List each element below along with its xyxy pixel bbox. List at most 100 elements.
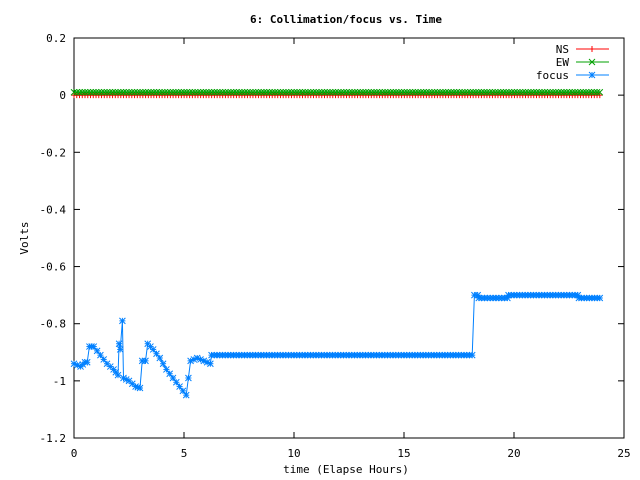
series-EW-point — [205, 88, 213, 96]
series-EW-point — [497, 88, 505, 96]
series-EW-point-stroke — [362, 88, 370, 96]
series-EW-point — [296, 88, 304, 96]
series-EW-point — [464, 88, 472, 96]
legend-marker — [588, 71, 596, 79]
x-tick-label: 20 — [507, 447, 520, 460]
series-EW-point — [106, 88, 114, 96]
series-EW-point-stroke — [412, 88, 419, 96]
series-EW-point-stroke — [502, 88, 510, 96]
series-EW-point-stroke — [268, 88, 276, 96]
series-EW-point — [456, 88, 463, 96]
series-EW-point-stroke — [252, 88, 260, 96]
series-EW-point-stroke — [230, 88, 238, 96]
series-EW-point-stroke — [285, 88, 293, 96]
series-focus-point-stroke — [73, 361, 81, 369]
series-EW-point — [120, 88, 127, 96]
series-EW-point-stroke — [260, 88, 268, 96]
series-EW-point-stroke — [378, 88, 386, 96]
series-EW-point-stroke — [434, 88, 441, 96]
series-focus-point-stroke — [116, 346, 124, 353]
legend-marker — [588, 58, 596, 66]
series-EW-point — [76, 88, 83, 96]
series-EW-point — [172, 88, 180, 96]
series-focus-point — [153, 350, 160, 358]
series-focus-point-stroke — [119, 317, 126, 325]
series-EW-point-stroke — [370, 88, 378, 96]
series-EW-point — [535, 88, 543, 96]
series-EW-point-stroke — [400, 88, 408, 96]
series-EW-point-stroke — [183, 88, 191, 96]
series-EW-point — [290, 88, 298, 96]
series-EW-point — [326, 88, 334, 96]
series-EW-point-stroke — [563, 88, 571, 96]
series-EW-point-stroke — [480, 88, 488, 96]
series-EW-point — [508, 88, 516, 96]
series-EW-point-stroke — [114, 88, 122, 96]
series-EW-point — [579, 88, 587, 96]
series-EW-point — [387, 88, 394, 96]
series-focus-point-stroke — [122, 376, 130, 383]
series-EW-point — [219, 88, 227, 96]
series-EW-point-stroke — [351, 88, 359, 96]
series-EW-point — [158, 88, 166, 96]
series-EW-point — [420, 88, 427, 96]
series-EW-point-stroke — [456, 88, 463, 96]
series-EW-point — [461, 88, 469, 96]
series-EW-point — [260, 88, 268, 96]
series-EW-point-stroke — [414, 88, 422, 96]
series-EW-point — [81, 88, 89, 96]
series-EW-point-stroke — [81, 88, 89, 96]
series-EW-point — [334, 88, 342, 96]
series-EW-point — [552, 88, 560, 96]
x-tick-label: 15 — [397, 447, 410, 460]
series-EW-point — [282, 88, 290, 96]
series-EW-point — [241, 88, 249, 96]
series-EW-point — [362, 88, 370, 96]
series-EW-point — [95, 88, 103, 96]
series-EW-point-stroke — [348, 88, 356, 96]
legend-marker — [589, 46, 595, 52]
series-EW-point-stroke — [439, 88, 447, 96]
series-EW-point-stroke — [271, 88, 279, 96]
series-EW-point — [389, 88, 397, 96]
series-focus-point-stroke — [159, 360, 167, 368]
series-EW-point — [133, 88, 141, 96]
series-EW-point-stroke — [582, 88, 590, 96]
series-EW-point — [582, 88, 590, 96]
series-EW-point-stroke — [508, 88, 516, 96]
series-EW-point-stroke — [238, 88, 246, 96]
series-EW-point — [128, 88, 136, 96]
series-EW-point — [142, 88, 149, 96]
series-EW-point — [111, 88, 119, 96]
series-EW-point-stroke — [461, 88, 469, 96]
series-EW-point — [189, 88, 196, 96]
series-EW-point — [489, 88, 496, 96]
series-EW-point — [255, 88, 262, 96]
series-EW-point-stroke — [296, 88, 304, 96]
series-EW-point — [478, 88, 485, 96]
series-EW-point — [194, 88, 202, 96]
series-EW-point-stroke — [194, 88, 202, 96]
series-EW-point — [494, 88, 502, 96]
series-focus-line — [73, 294, 600, 397]
series-EW-point — [354, 88, 361, 96]
series-EW-point — [200, 88, 207, 96]
series-focus-point-stroke — [114, 371, 122, 379]
series-EW-point-stroke — [175, 88, 182, 96]
series-EW-point-stroke — [161, 88, 169, 96]
series-focus-point — [468, 351, 476, 359]
series-EW-point-stroke — [205, 88, 213, 96]
series-focus-point-stroke — [200, 357, 208, 365]
series-EW-point — [356, 88, 364, 96]
series-EW-point — [191, 88, 199, 96]
series-EW-point-stroke — [541, 88, 549, 96]
series-EW-point-stroke — [571, 88, 579, 96]
series-EW-point-stroke — [453, 88, 461, 96]
series-EW-point — [304, 88, 312, 96]
series-EW-point — [593, 88, 601, 96]
series-EW-point — [244, 88, 251, 96]
series-EW-point-stroke — [392, 88, 400, 96]
series-focus-point — [115, 340, 123, 348]
series-EW-point-stroke — [323, 88, 331, 96]
